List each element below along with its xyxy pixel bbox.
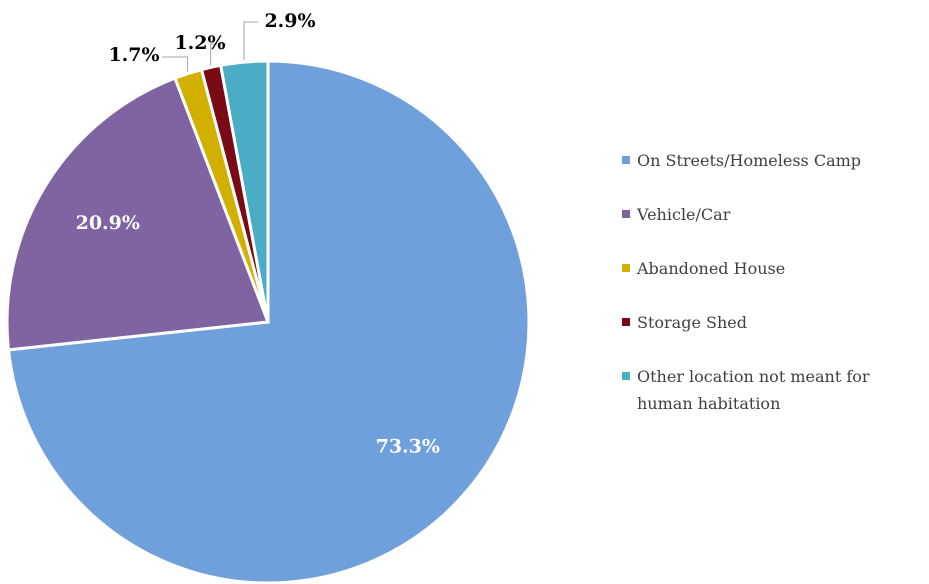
- leader-line: [243, 21, 258, 61]
- legend-swatch: [622, 372, 630, 380]
- legend-item: Other location not meant for human habit…: [622, 363, 922, 417]
- leader-line: [210, 43, 226, 66]
- legend-item: Abandoned House: [622, 255, 922, 309]
- legend-label: Abandoned House: [637, 259, 786, 278]
- data-label: 1.2%: [174, 32, 225, 54]
- leader-line: [162, 56, 189, 72]
- pie-slice: [218, 59, 270, 323]
- data-label: 20.9%: [76, 212, 140, 234]
- legend-label: Storage Shed: [637, 313, 747, 332]
- legend-item: Storage Shed: [622, 309, 922, 363]
- legend-label: Vehicle/Car: [637, 205, 731, 224]
- pie-slice: [5, 76, 271, 352]
- legend-swatch: [622, 264, 630, 272]
- legend-swatch: [622, 156, 630, 164]
- data-label: 73.3%: [376, 436, 440, 458]
- data-label: 2.9%: [264, 10, 315, 32]
- legend: On Streets/Homeless Camp Vehicle/Car Aband…: [622, 147, 922, 417]
- data-label: 1.7%: [108, 44, 159, 66]
- legend-item: Vehicle/Car: [622, 201, 922, 255]
- legend-swatch: [622, 210, 630, 218]
- legend-label: On Streets/Homeless Camp: [637, 151, 862, 170]
- legend-label: Other location not meant for human habit…: [637, 367, 870, 413]
- legend-item: On Streets/Homeless Camp: [622, 147, 922, 201]
- legend-swatch: [622, 318, 630, 326]
